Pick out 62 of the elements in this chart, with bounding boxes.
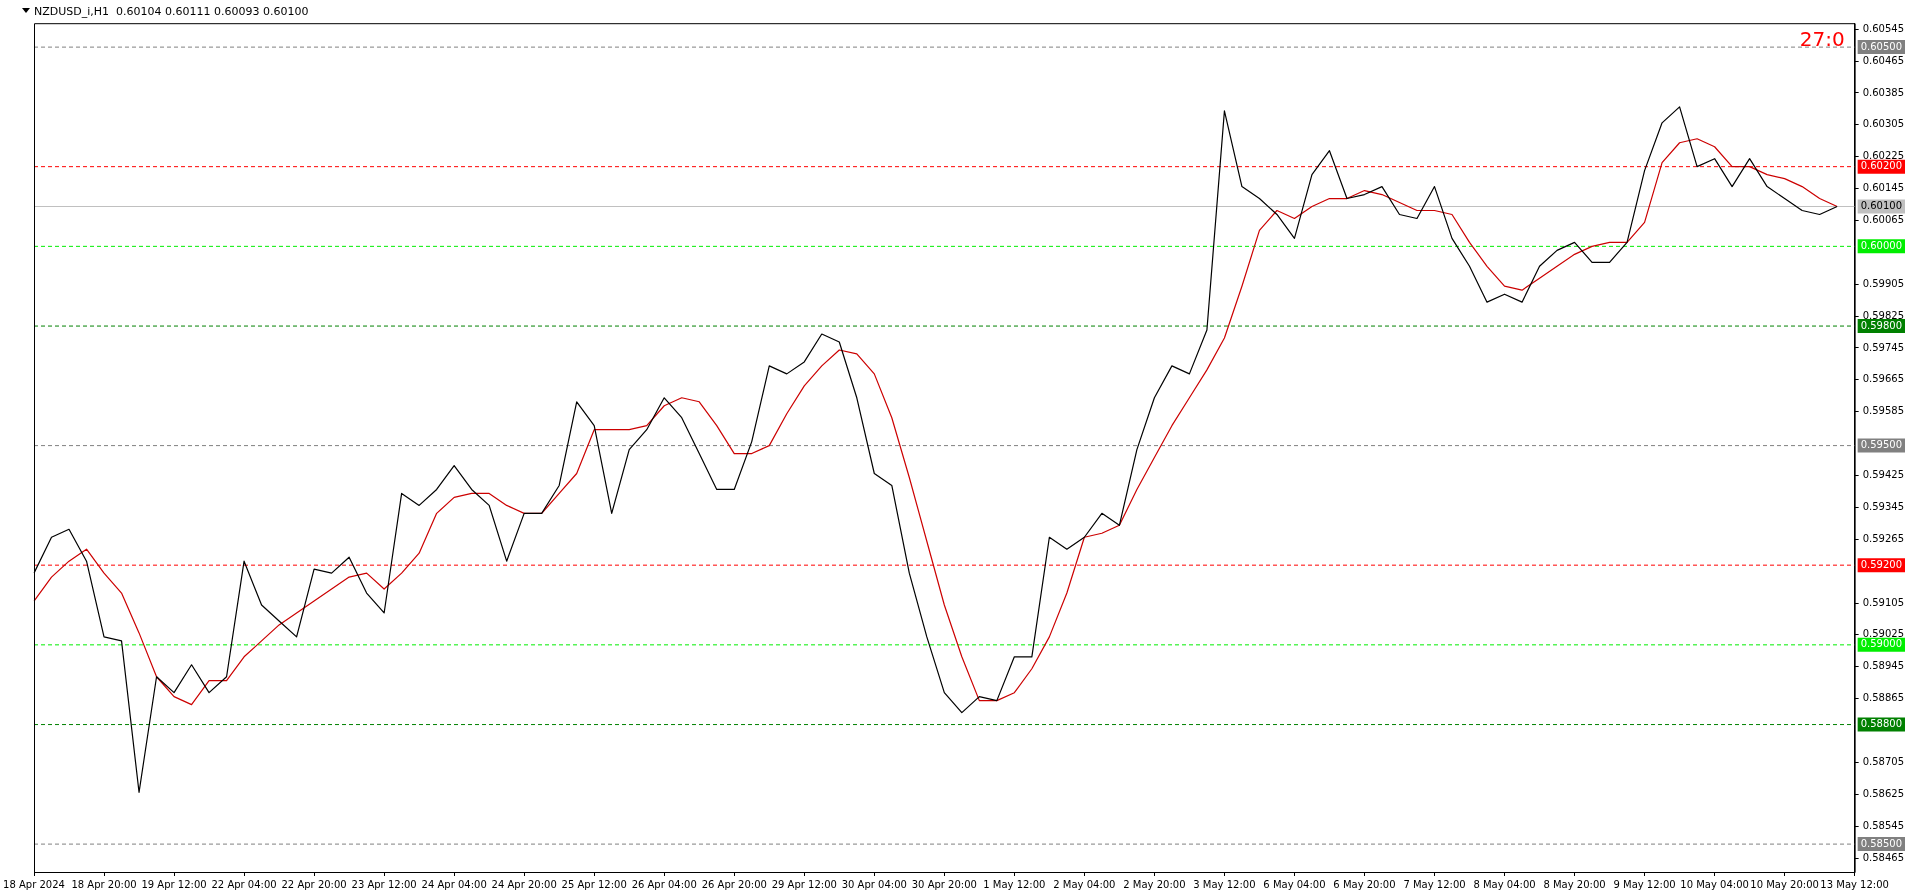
annotation: 27:0 [1799, 27, 1845, 52]
y-tick-label: 0.58705 [1862, 756, 1905, 768]
x-tick-label: 10 May 20:00 [1750, 878, 1819, 890]
x-tick-label: 7 May 12:00 [1403, 878, 1466, 890]
x-tick-label: 10 May 04:00 [1680, 878, 1749, 890]
y-tick-label: 0.58625 [1862, 787, 1905, 799]
x-tick-label: 26 Apr 20:00 [701, 878, 767, 890]
ref-line-label: 0.60500 [1860, 40, 1903, 52]
y-tick-label: 0.60305 [1862, 118, 1905, 130]
ref-line-label: 0.60200 [1860, 160, 1903, 172]
ref-line-label: 0.59000 [1860, 638, 1903, 650]
ref-line-label: 0.58500 [1860, 837, 1903, 849]
y-tick-label: 0.59905 [1862, 277, 1905, 289]
ref-line-label: 0.59500 [1860, 439, 1903, 451]
y-tick-label: 0.59585 [1862, 405, 1905, 417]
y-tick-label: 0.59345 [1862, 500, 1905, 512]
x-tick-label: 30 Apr 20:00 [911, 878, 977, 890]
ref-line-label: 0.59800 [1860, 319, 1903, 331]
y-tick-label: 0.60385 [1862, 86, 1905, 98]
y-tick-label: 0.59745 [1862, 341, 1905, 353]
x-tick-label: 9 May 12:00 [1613, 878, 1676, 890]
y-tick-label: 0.59425 [1862, 469, 1905, 481]
x-tick-label: 19 Apr 12:00 [141, 878, 207, 890]
x-tick-label: 6 May 20:00 [1333, 878, 1396, 890]
ref-line-label: 0.60100 [1860, 200, 1903, 212]
y-tick-label: 0.59265 [1862, 532, 1905, 544]
x-tick-label: 25 Apr 12:00 [561, 878, 627, 890]
x-tick-label: 8 May 20:00 [1543, 878, 1606, 890]
x-tick-label: 2 May 20:00 [1123, 878, 1186, 890]
ref-line-label: 0.58800 [1860, 718, 1903, 730]
x-tick-label: 29 Apr 12:00 [771, 878, 837, 890]
y-tick-label: 0.59025 [1862, 628, 1905, 640]
x-tick-label: 2 May 04:00 [1053, 878, 1116, 890]
x-tick-label: 1 May 12:00 [983, 878, 1046, 890]
x-tick-label: 23 Apr 12:00 [351, 878, 417, 890]
y-tick-label: 0.59825 [1862, 309, 1905, 321]
x-tick-label: 6 May 04:00 [1263, 878, 1326, 890]
x-tick-label: 18 Apr 2024 [3, 878, 65, 890]
x-tick-label: 22 Apr 20:00 [281, 878, 347, 890]
x-tick-label: 24 Apr 20:00 [491, 878, 557, 890]
y-tick-label: 0.60225 [1862, 150, 1905, 162]
y-tick-label: 0.60545 [1862, 22, 1905, 34]
chart-title: NZDUSD_i,H1 0.60104 0.60111 0.60093 0.60100 [34, 5, 309, 19]
y-tick-label: 0.60065 [1862, 214, 1905, 226]
y-tick-label: 0.59665 [1862, 373, 1905, 385]
x-tick-label: 22 Apr 04:00 [211, 878, 277, 890]
ref-line-label: 0.60000 [1860, 239, 1903, 251]
x-tick-label: 18 Apr 20:00 [71, 878, 137, 890]
y-tick-label: 0.58865 [1862, 692, 1905, 704]
y-tick-label: 0.58945 [1862, 660, 1905, 672]
y-tick-label: 0.58465 [1862, 851, 1905, 863]
y-tick-label: 0.60465 [1862, 54, 1905, 66]
x-tick-label: 13 May 12:00 [1820, 878, 1889, 890]
x-tick-label: 26 Apr 04:00 [631, 878, 697, 890]
x-tick-label: 24 Apr 04:00 [421, 878, 487, 890]
ref-line-label: 0.59200 [1860, 558, 1903, 570]
x-tick-label: 8 May 04:00 [1473, 878, 1536, 890]
x-tick-label: 3 May 12:00 [1193, 878, 1256, 890]
y-tick-label: 0.60145 [1862, 182, 1905, 194]
x-tick-label: 30 Apr 04:00 [841, 878, 907, 890]
y-tick-label: 0.58545 [1862, 819, 1905, 831]
y-tick-label: 0.59105 [1862, 596, 1905, 608]
